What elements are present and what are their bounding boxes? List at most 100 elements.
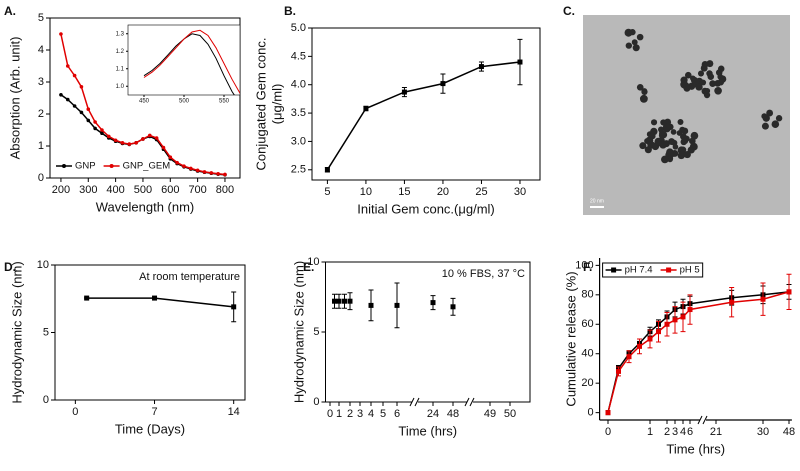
x-tick-label: 6 [687, 426, 693, 438]
series-line [607, 291, 790, 413]
data-point [223, 172, 227, 177]
legend: pH 7.4 pH 5 [602, 262, 704, 278]
x-tick-label: 500 [134, 184, 152, 196]
data-point [786, 289, 792, 295]
nanoparticle [667, 156, 673, 163]
x-tick-label: 3 [672, 426, 678, 438]
plot-frame [49, 17, 241, 179]
x-tick-label: 300 [79, 184, 97, 196]
data-point [687, 307, 693, 313]
nanoparticle [704, 87, 711, 94]
x-tick-label: 15 [398, 186, 410, 198]
nanoparticle [670, 129, 677, 135]
nanoparticle [771, 120, 780, 129]
nanoparticle [700, 64, 708, 72]
y-tick-label: 40 [581, 348, 593, 360]
nanoparticle [700, 79, 707, 86]
data-point [188, 166, 193, 171]
data-point [647, 336, 653, 342]
data-point [120, 141, 125, 145]
nanoparticle [648, 141, 656, 149]
data-point [141, 137, 145, 141]
data-point [79, 85, 84, 89]
data-point [209, 171, 214, 175]
axis-break [409, 397, 420, 407]
y-tick-label: 1.0 [116, 84, 125, 90]
y-tick-label: 100 [575, 259, 593, 271]
data-point [347, 298, 353, 304]
legend-marker [666, 267, 672, 273]
data-point [605, 410, 611, 416]
y-tick-label: 0 [313, 396, 319, 408]
x-tick-label: 800 [216, 184, 234, 196]
data-point [86, 107, 91, 111]
nanoparticle [636, 83, 644, 91]
data-point [616, 368, 621, 374]
data-point [231, 304, 237, 310]
x-axis-title: Initial Gem conc.(μg/ml) [357, 201, 495, 216]
x-tick-label: 1 [647, 426, 653, 438]
legend-marker [611, 267, 617, 273]
data-point [72, 73, 77, 78]
x-tick-label: 400 [106, 184, 124, 196]
data-point [368, 302, 374, 308]
x-tick-label: 550 [219, 99, 230, 105]
x-tick-label: 0 [72, 406, 78, 418]
x-tick-label: 1 [336, 408, 342, 420]
nanoparticle [662, 140, 670, 148]
nanoparticle [639, 142, 647, 150]
nanoparticle [641, 88, 648, 96]
panel-label: A. [4, 4, 16, 18]
y-tick-label: 5 [43, 326, 49, 338]
legend-box [602, 262, 704, 278]
data-point [637, 343, 642, 349]
data-point [517, 59, 523, 65]
nanoparticle [690, 131, 699, 140]
x-tick-label: 5 [324, 186, 330, 198]
y-tick-label: 3 [38, 76, 44, 88]
nanoparticle [639, 94, 648, 103]
data-point [430, 300, 436, 306]
x-tick-label: 200 [52, 184, 70, 196]
y-tick-label: 4.5 [291, 50, 306, 62]
x-tick-label: 50 [504, 408, 516, 420]
x-tick-label: 48 [783, 426, 795, 438]
x-tick-label: 24 [427, 408, 439, 420]
data-point [65, 64, 70, 68]
y-tick-label: 4 [38, 44, 44, 56]
legend-marker [109, 164, 114, 168]
data-point [93, 120, 97, 124]
x-axis-title: Time (Days) [115, 421, 185, 436]
x-tick-label: 3 [357, 408, 363, 420]
nanoparticle [629, 29, 636, 36]
series-line [143, 29, 240, 94]
data-point [216, 172, 220, 176]
y-tick-label: 1.1 [116, 66, 125, 72]
x-tick-label: 14 [228, 406, 240, 418]
data-point [202, 170, 207, 174]
data-point [152, 295, 158, 301]
y-axis-title: Hydrodynamic Size (nm) [9, 261, 24, 403]
x-tick-label: 30 [757, 426, 769, 438]
nanoparticle [766, 109, 774, 117]
annotation: 10 % FBS, 37 °C [442, 268, 525, 280]
data-point [729, 299, 735, 305]
data-point [59, 32, 63, 36]
series-line [143, 33, 235, 95]
y-axis-title: (μg/ml) [269, 84, 284, 125]
x-tick-label: 49 [484, 408, 496, 420]
nanoparticle [681, 127, 689, 135]
x-tick-label: 21 [710, 426, 722, 438]
data-point [182, 164, 186, 168]
micrograph [583, 15, 790, 215]
data-point [760, 296, 766, 302]
data-point [336, 298, 342, 304]
y-tick-label: 20 [581, 377, 593, 389]
x-tick-label: 600 [161, 184, 179, 196]
data-point [72, 104, 77, 108]
data-point [672, 317, 678, 323]
x-tick-label: 30 [514, 186, 526, 198]
nanoparticle [677, 151, 685, 160]
data-point [161, 145, 166, 150]
y-axis-title: Absorption (Arb. unit) [7, 37, 22, 160]
